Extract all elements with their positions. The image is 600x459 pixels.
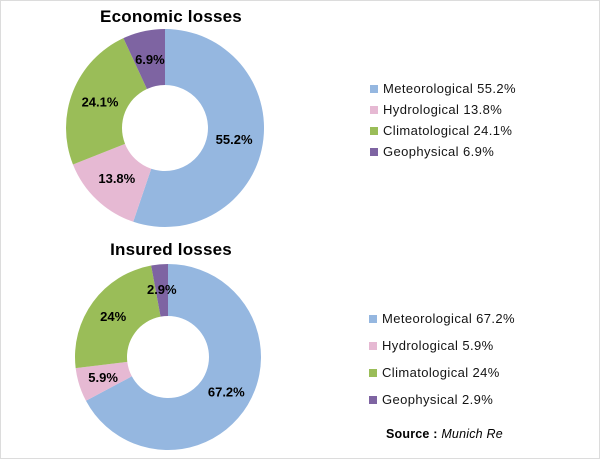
donut-slice-climatological xyxy=(65,38,147,165)
slice-percentage-label: 13.8% xyxy=(98,171,135,186)
donut-slice-geophysical xyxy=(123,29,165,89)
legend-swatch-icon xyxy=(369,369,377,377)
donut-slice-meteorological xyxy=(85,264,262,450)
legend-swatch-icon xyxy=(370,85,378,93)
insured-losses-legend: Meteorological 67.2% Hydrological 5.9% Cli… xyxy=(369,312,515,407)
legend-item-label: Hydrological 13.8% xyxy=(383,102,503,117)
legend-item-climatological: Climatological 24.1% xyxy=(370,124,516,138)
economic-losses-donut-chart: 55.2% 13.8% 24.1% 6.9% xyxy=(65,29,265,228)
slice-percentage-label: 6.9% xyxy=(135,52,165,67)
source-value: Munich Re xyxy=(441,427,503,441)
legend-item-label: Geophysical 6.9% xyxy=(383,144,495,159)
source-attribution: Source : Munich Re xyxy=(386,427,503,441)
donut-slice-hydrological xyxy=(72,143,152,222)
legend-swatch-icon xyxy=(370,106,378,114)
legend-item-meteorological: Meteorological 67.2% xyxy=(369,312,515,326)
legend-swatch-icon xyxy=(369,315,377,323)
legend-item-label: Geophysical 2.9% xyxy=(382,392,494,407)
donut-slice-climatological xyxy=(74,265,161,369)
slice-percentage-label: 24% xyxy=(100,309,126,324)
economic-losses-legend: Meteorological 55.2% Hydrological 13.8% Cl… xyxy=(370,82,516,159)
legend-item-label: Meteorological 55.2% xyxy=(383,81,517,96)
slice-percentage-label: 2.9% xyxy=(147,282,177,297)
legend-item-label: Climatological 24% xyxy=(382,365,500,380)
legend-item-label: Climatological 24.1% xyxy=(383,123,513,138)
slice-percentage-label: 67.2% xyxy=(208,385,245,400)
insured-losses-title: Insured losses xyxy=(110,240,232,259)
legend-item-meteorological: Meteorological 55.2% xyxy=(370,82,516,96)
source-label: Source : xyxy=(386,427,438,441)
slice-percentage-label: 24.1% xyxy=(82,95,119,110)
legend-item-geophysical: Geophysical 6.9% xyxy=(370,145,516,159)
legend-item-climatological: Climatological 24% xyxy=(369,366,515,380)
legend-swatch-icon xyxy=(369,396,377,404)
insured-losses-donut-chart: 67.2% 5.9% 24% 2.9% xyxy=(74,264,262,450)
economic-losses-title: Economic losses xyxy=(100,7,242,26)
donut-slice-geophysical xyxy=(151,264,168,317)
legend-item-geophysical: Geophysical 2.9% xyxy=(369,393,515,407)
donut-slice-meteorological xyxy=(133,29,265,228)
legend-item-hydrological: Hydrological 13.8% xyxy=(370,103,516,117)
legend-item-label: Hydrological 5.9% xyxy=(382,338,494,353)
slice-percentage-label: 5.9% xyxy=(88,370,118,385)
slice-percentage-label: 55.2% xyxy=(216,132,253,147)
legend-swatch-icon xyxy=(370,148,378,156)
legend-swatch-icon xyxy=(370,127,378,135)
donut-slice-hydrological xyxy=(75,361,132,401)
legend-item-hydrological: Hydrological 5.9% xyxy=(369,339,515,353)
legend-swatch-icon xyxy=(369,342,377,350)
legend-item-label: Meteorological 67.2% xyxy=(382,311,516,326)
